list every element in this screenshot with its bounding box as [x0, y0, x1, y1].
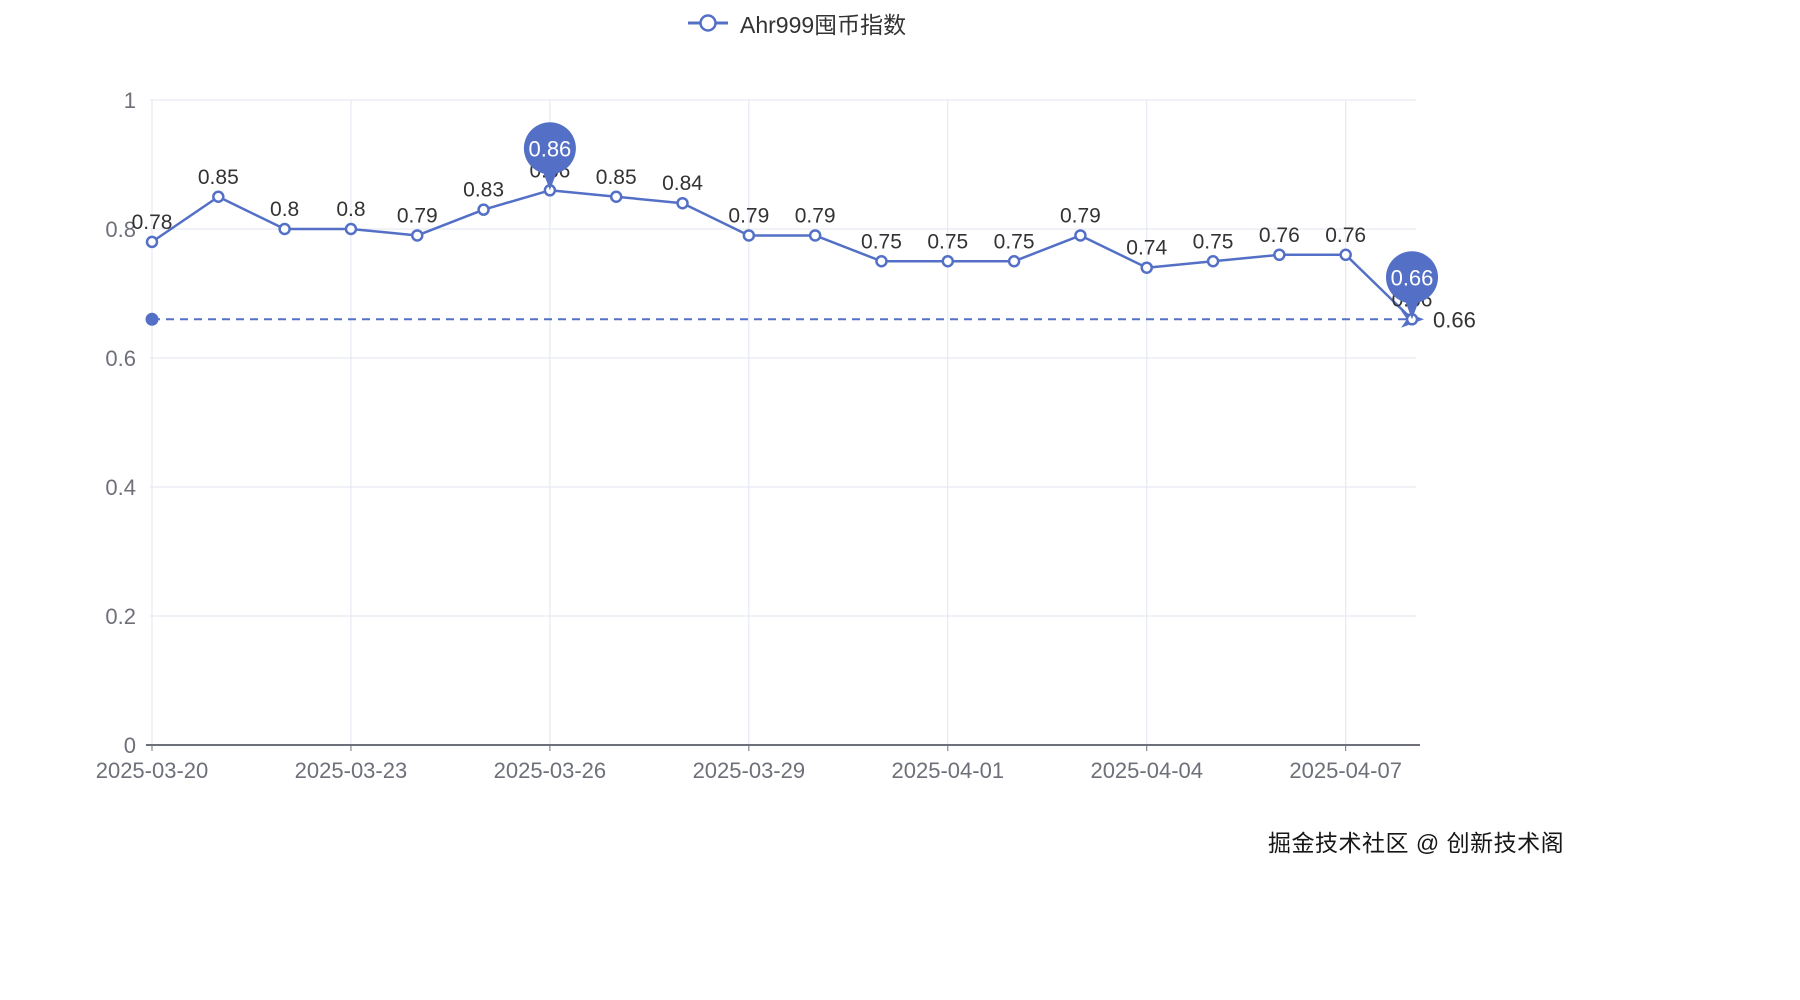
x-tick-label: 2025-04-01	[892, 758, 1005, 783]
data-point[interactable]	[742, 229, 756, 242]
data-label: 0.84	[662, 172, 703, 195]
mark-point-pin	[1386, 251, 1438, 304]
data-label: 0.79	[397, 204, 438, 227]
data-point[interactable]	[941, 255, 955, 268]
data-label: 0.79	[728, 204, 769, 227]
y-tick-label: 0.8	[105, 217, 136, 242]
data-point[interactable]	[875, 255, 888, 268]
data-point[interactable]	[1007, 255, 1021, 268]
mark-point-value: 0.86	[528, 136, 571, 161]
data-point[interactable]	[676, 196, 689, 210]
y-tick-label: 0.6	[105, 346, 136, 371]
legend-label: Ahr999囤币指数	[740, 12, 907, 38]
data-point[interactable]	[145, 235, 159, 249]
mark-line-start-dot	[145, 312, 159, 326]
series-line	[151, 189, 1413, 321]
x-tick-label: 2025-04-07	[1289, 758, 1402, 783]
data-point[interactable]	[344, 222, 358, 236]
data-point[interactable]	[278, 222, 291, 236]
data-point[interactable]	[808, 229, 822, 242]
legend-ahr999[interactable]: Ahr999囤币指数	[686, 6, 906, 40]
data-point[interactable]	[1273, 248, 1286, 262]
watermark-text: 掘金技术社区 @ 创新技术阁	[1268, 830, 1565, 856]
mark-point-value: 0.66	[1391, 265, 1434, 290]
y-tick-label: 1	[124, 88, 136, 113]
y-tick-label: 0	[124, 733, 136, 758]
data-point[interactable]	[1140, 261, 1153, 274]
mark-line-label: 0.66	[1433, 307, 1476, 332]
y-tick-label: 0.2	[105, 604, 136, 629]
data-label: 0.8	[336, 198, 365, 221]
x-tick-label: 2025-03-20	[96, 758, 209, 783]
data-label: 0.75	[1193, 230, 1234, 253]
data-point[interactable]	[1074, 229, 1087, 242]
data-point[interactable]	[212, 190, 225, 203]
x-tick-label: 2025-03-29	[693, 758, 806, 783]
data-label: 0.83	[463, 179, 504, 202]
data-label: 0.79	[795, 204, 836, 227]
data-point[interactable]	[1206, 255, 1220, 268]
data-label: 0.75	[927, 230, 968, 253]
data-point[interactable]	[477, 203, 490, 216]
x-tick-label: 2025-03-23	[295, 758, 408, 783]
data-label: 0.79	[1060, 204, 1101, 227]
data-label: 0.76	[1325, 224, 1366, 247]
data-label: 0.75	[994, 230, 1035, 253]
data-label: 0.76	[1259, 224, 1300, 247]
x-tick-label: 2025-03-26	[494, 758, 607, 783]
data-point[interactable]	[411, 229, 424, 242]
data-label: 0.78	[132, 211, 173, 234]
mark-point-pin	[523, 122, 576, 175]
x-tick-label: 2025-04-04	[1090, 758, 1203, 783]
data-point[interactable]	[1339, 248, 1352, 262]
data-label: 0.85	[596, 166, 637, 189]
y-tick-label: 0.4	[105, 475, 136, 500]
data-label: 0.85	[198, 166, 239, 189]
data-label: 0.8	[270, 198, 299, 221]
data-label: 0.75	[861, 230, 902, 253]
data-label: 0.74	[1126, 237, 1167, 260]
data-point[interactable]	[609, 190, 623, 203]
legend-line-icon	[688, 14, 728, 32]
